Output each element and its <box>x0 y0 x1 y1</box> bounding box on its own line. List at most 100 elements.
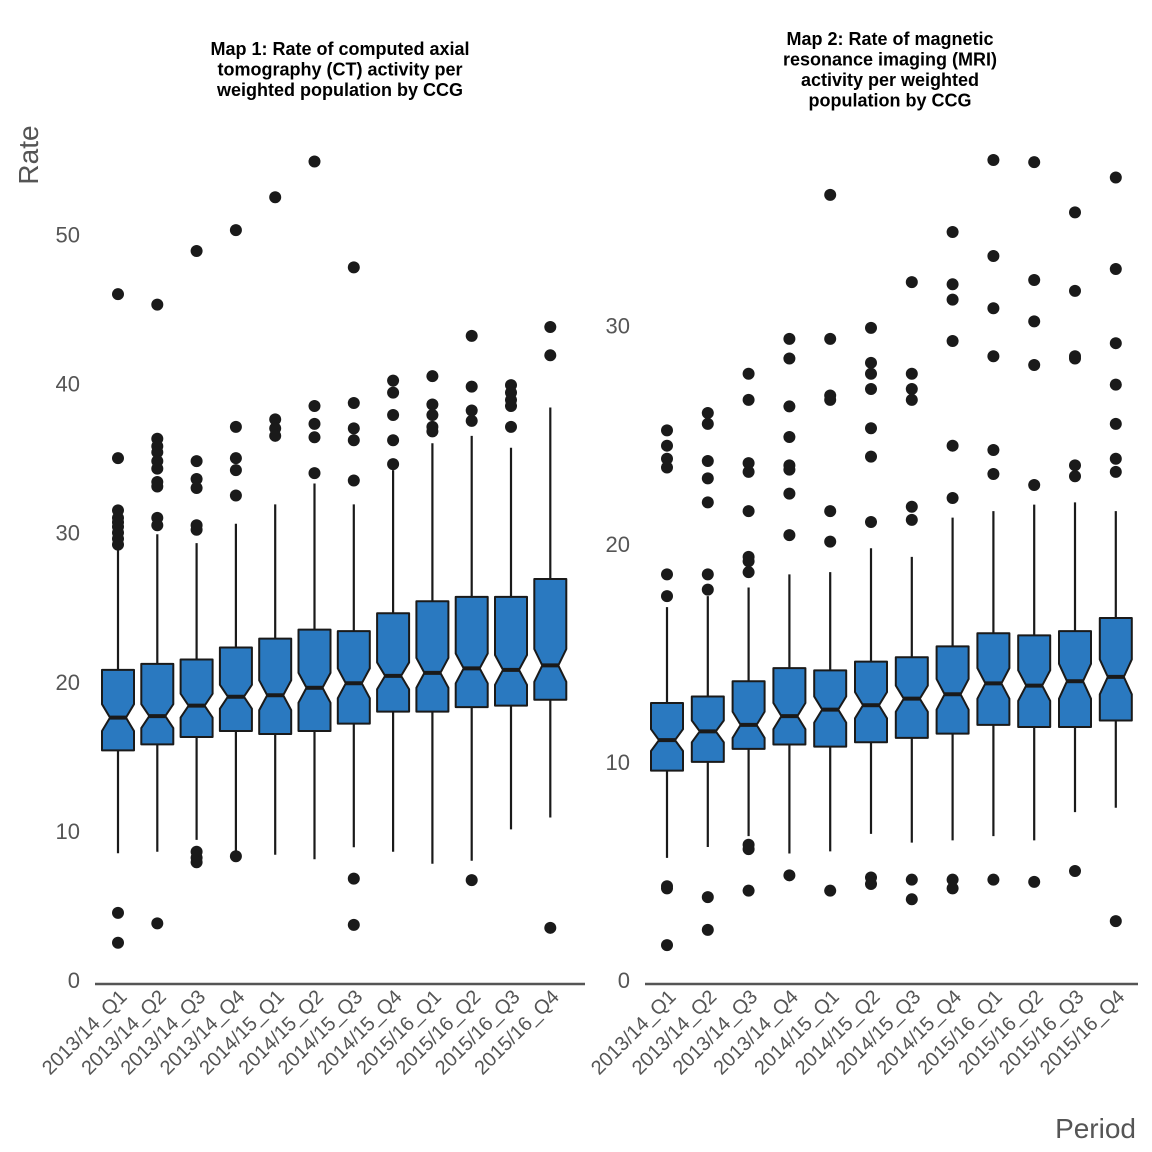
outlier-point <box>661 452 673 465</box>
outlier-point <box>783 463 796 476</box>
outlier-point <box>308 417 321 430</box>
box-body <box>976 632 1011 726</box>
outlier-point <box>987 444 1000 457</box>
outlier-point <box>701 454 714 467</box>
outlier-point <box>946 293 959 306</box>
outlier-point <box>946 278 959 291</box>
outlier-point <box>783 487 796 500</box>
outlier-point <box>905 500 918 513</box>
outlier-point <box>465 404 478 417</box>
outlier-point <box>905 513 918 526</box>
outlier-point <box>987 302 1000 315</box>
outlier-point <box>946 225 959 238</box>
outlier-point <box>661 439 673 452</box>
outlier-point <box>905 873 918 886</box>
box-plot-5 <box>297 155 332 860</box>
outlier-point <box>190 856 203 869</box>
y-tick-label: 20 <box>606 532 630 557</box>
outlier-point <box>783 430 796 443</box>
outlier-point <box>190 482 203 494</box>
outlier-point <box>544 349 557 362</box>
outlier-point <box>387 386 400 399</box>
outlier-point <box>905 893 918 906</box>
box-plot-7 <box>935 225 970 895</box>
outlier-point <box>465 329 478 342</box>
outlier-point <box>387 374 400 387</box>
outlier-point <box>661 424 673 437</box>
outlier-point <box>112 452 124 465</box>
box-body <box>258 637 293 735</box>
outlier-point <box>308 400 321 412</box>
chart-title-line: resonance imaging (MRI) <box>783 50 997 70</box>
outlier-point <box>151 917 164 930</box>
outlier-point <box>1028 478 1041 491</box>
box-body <box>690 695 725 763</box>
outlier-point <box>946 335 959 348</box>
outlier-point <box>865 321 877 334</box>
outlier-point <box>426 398 439 411</box>
outlier-point <box>742 457 755 470</box>
outlier-point <box>783 869 796 882</box>
outlier-point <box>865 367 877 380</box>
outlier-point <box>661 882 673 895</box>
box-body <box>336 630 371 725</box>
box-plot-6 <box>336 261 371 931</box>
box-body <box>650 702 684 772</box>
outlier-point <box>1069 864 1081 877</box>
outlier-point <box>742 555 755 568</box>
outlier-point <box>347 422 360 435</box>
outlier-point <box>1028 359 1041 371</box>
outlier-point <box>701 891 714 904</box>
outlier-point <box>742 393 755 406</box>
outlier-point <box>701 496 714 509</box>
outlier-point <box>229 420 242 433</box>
chart-title-line: tomography (CT) activity per <box>217 60 462 80</box>
box-body <box>935 645 970 735</box>
y-tick-label: 30 <box>56 521 80 546</box>
outlier-point <box>387 458 400 471</box>
box-body <box>140 662 175 746</box>
box-body <box>415 600 450 713</box>
outlier-point <box>905 393 918 406</box>
outlier-point <box>865 382 877 395</box>
outlier-point <box>505 420 517 433</box>
outlier-point <box>229 489 242 502</box>
y-tick-label: 30 <box>606 314 630 339</box>
outlier-point <box>347 261 360 274</box>
outlier-point <box>387 408 400 421</box>
y-tick-label: 50 <box>56 223 80 248</box>
outlier-point <box>987 350 1000 363</box>
box-body <box>454 595 489 709</box>
box-plot-2 <box>179 244 214 869</box>
box-plot-1 <box>690 406 725 936</box>
outlier-point <box>151 462 164 475</box>
chart-title-line: Map 1: Rate of computed axial <box>210 39 469 59</box>
outlier-point <box>151 519 164 532</box>
outlier-point <box>824 188 837 201</box>
outlier-point <box>701 568 714 581</box>
outlier-point <box>742 465 755 478</box>
box-body <box>731 680 766 750</box>
outlier-point <box>742 505 755 518</box>
outlier-point <box>229 850 242 863</box>
outlier-point <box>112 288 124 301</box>
outlier-point <box>824 332 837 345</box>
y-tick-label: 10 <box>606 750 630 775</box>
outlier-point <box>269 191 282 204</box>
outlier-point <box>1028 156 1041 169</box>
outlier-point <box>824 535 837 548</box>
ct-chart-panel: Map 1: Rate of computed axialtomography … <box>38 39 585 1079</box>
outlier-point <box>987 873 1000 886</box>
outlier-point <box>742 843 755 856</box>
outlier-point <box>1069 284 1081 297</box>
outlier-point <box>783 400 796 413</box>
box-body <box>854 660 888 744</box>
outlier-point <box>905 367 918 380</box>
box-plot-11 <box>1098 171 1133 928</box>
box-plot-2 <box>731 367 766 897</box>
outlier-point <box>946 882 959 895</box>
outlier-point <box>661 461 673 474</box>
box-plot-9 <box>1017 156 1052 888</box>
outlier-point <box>1069 352 1081 365</box>
